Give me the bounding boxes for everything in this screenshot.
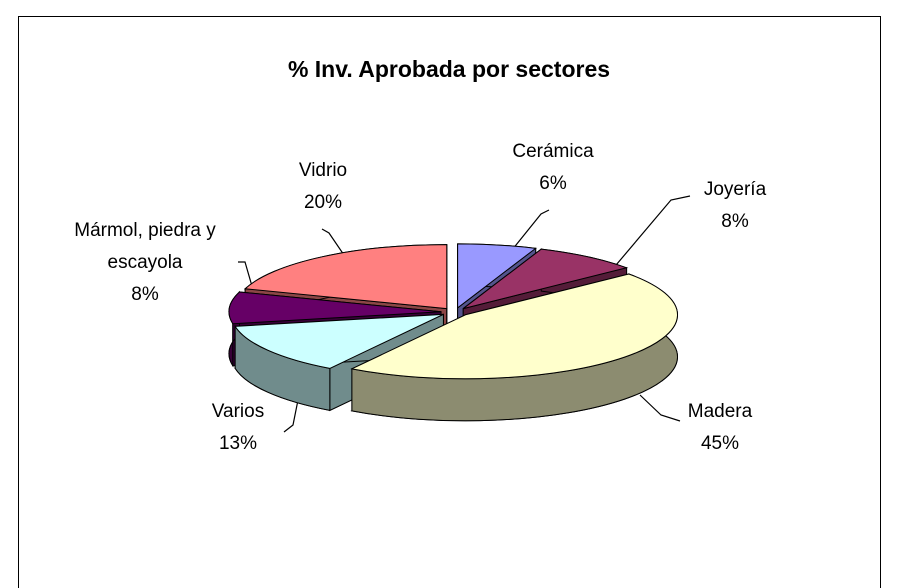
category-label: Varios bbox=[211, 401, 265, 422]
slice-top bbox=[350, 273, 678, 380]
data-label: Mármol, piedra y escayola 8% bbox=[53, 215, 238, 311]
data-label: Vidrio 20% bbox=[263, 155, 383, 219]
slice-top bbox=[234, 313, 444, 369]
value-label: 8% bbox=[131, 284, 159, 305]
category-label: Madera bbox=[687, 401, 753, 422]
category-label: Vidrio bbox=[298, 160, 348, 181]
data-label: Varios 13% bbox=[178, 396, 298, 460]
leader-line bbox=[599, 195, 691, 285]
leader-line bbox=[321, 228, 347, 259]
category-label: Joyería bbox=[703, 179, 767, 200]
slice-top bbox=[462, 248, 629, 310]
slice bbox=[350, 273, 678, 422]
leader-line bbox=[639, 394, 681, 422]
value-label: 8% bbox=[721, 211, 749, 232]
value-label: 13% bbox=[218, 433, 258, 454]
category-label: Cerámica bbox=[512, 141, 594, 162]
category-label: Mármol, piedra y escayola bbox=[74, 220, 216, 273]
slice-top bbox=[243, 244, 448, 310]
data-label: Madera 45% bbox=[660, 396, 780, 460]
leader-line bbox=[511, 209, 550, 251]
pie bbox=[228, 243, 678, 422]
chart-frame bbox=[18, 16, 881, 588]
leader-lines bbox=[238, 195, 691, 433]
chart-title: % Inv. Aprobada por sectores bbox=[287, 56, 611, 82]
slice-top bbox=[228, 291, 442, 325]
slice-top bbox=[457, 243, 537, 309]
data-label: Cerámica 6% bbox=[493, 136, 613, 200]
data-label: Joyería 8% bbox=[675, 174, 795, 238]
value-label: 6% bbox=[539, 173, 567, 194]
value-label: 20% bbox=[303, 192, 343, 213]
value-label: 45% bbox=[700, 433, 740, 454]
